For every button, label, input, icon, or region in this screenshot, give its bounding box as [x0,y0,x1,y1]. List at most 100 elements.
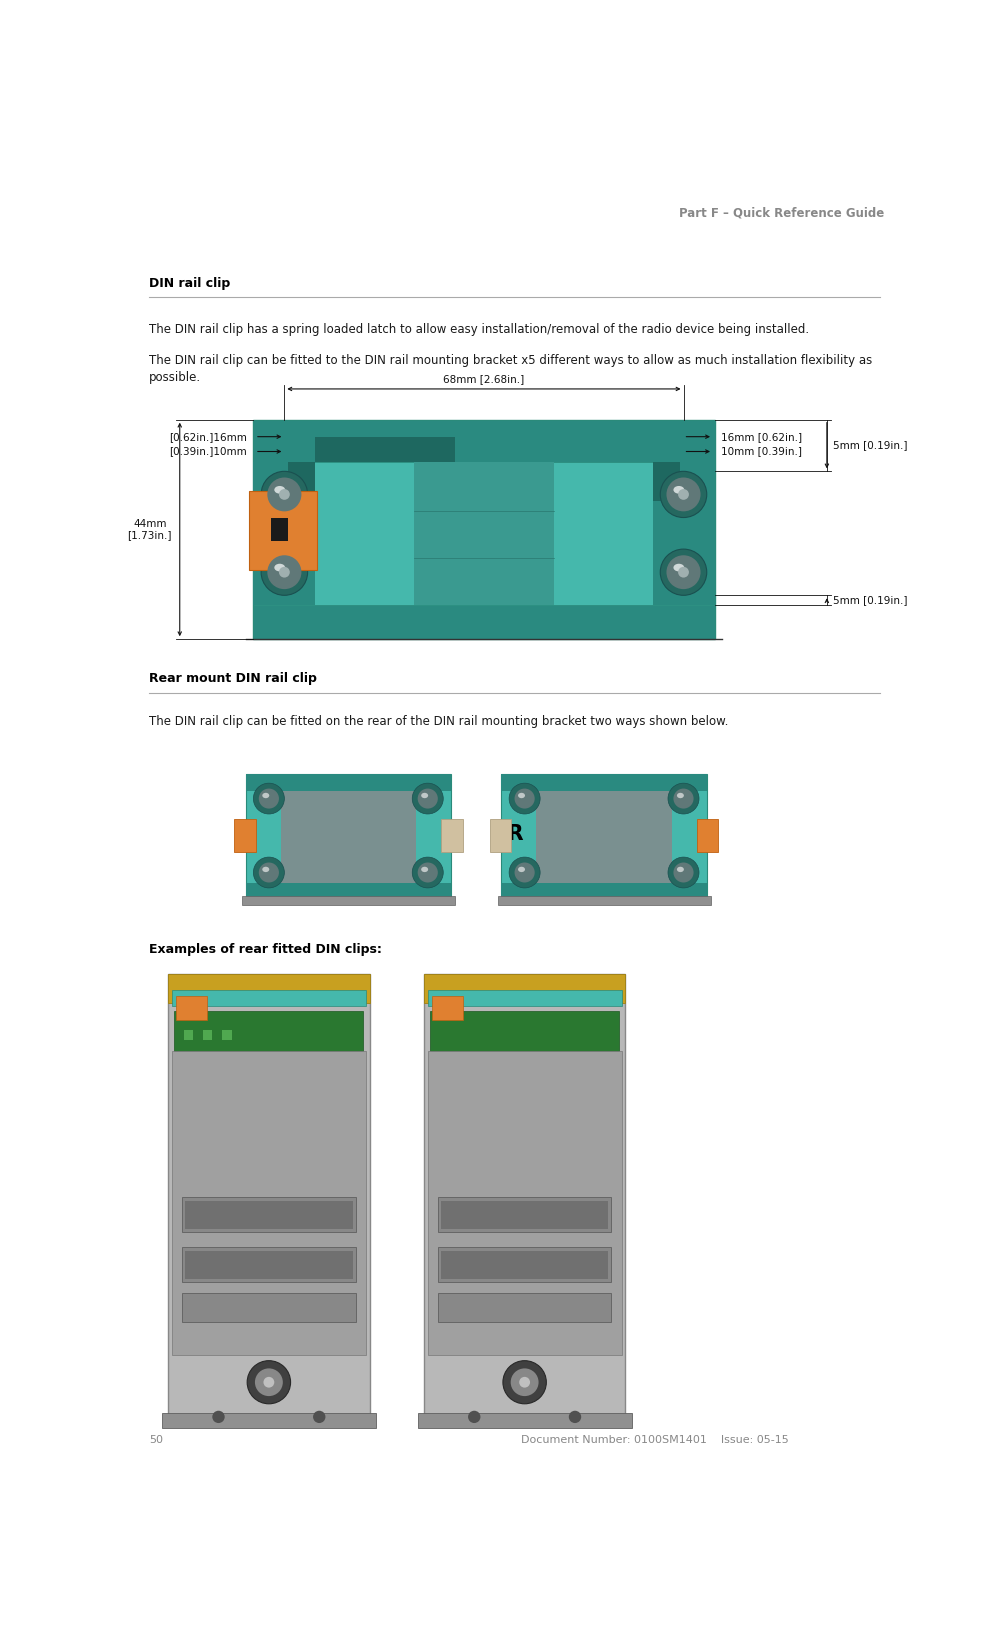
Ellipse shape [518,792,525,799]
Bar [182,1197,355,1233]
Bar [652,462,714,604]
Bar [184,1030,193,1039]
Bar [161,1413,375,1429]
Circle shape [253,782,284,814]
Circle shape [261,471,307,517]
Ellipse shape [262,792,269,799]
Circle shape [511,1369,538,1396]
Bar [185,1200,352,1229]
Text: Examples of rear fitted DIN clips:: Examples of rear fitted DIN clips: [148,943,381,956]
Circle shape [514,863,535,882]
Text: 5mm [0.19in.]: 5mm [0.19in.] [832,594,907,606]
Bar [176,995,207,1020]
Circle shape [255,1369,283,1396]
Bar [172,989,365,1007]
Ellipse shape [676,866,683,873]
Circle shape [261,548,307,596]
Text: [0.39in.]10mm: [0.39in.]10mm [170,447,247,457]
Circle shape [417,789,437,809]
Circle shape [509,858,540,887]
Circle shape [660,471,706,517]
Circle shape [677,566,688,578]
Ellipse shape [262,866,269,873]
Bar [440,1200,608,1229]
Circle shape [417,863,437,882]
Bar [234,818,256,853]
Bar [427,989,621,1007]
Bar [172,1051,365,1355]
Bar [315,437,454,462]
Bar [288,462,315,501]
Circle shape [247,1360,290,1405]
Text: [0.62in.]16mm: [0.62in.]16mm [170,432,247,442]
Text: The DIN rail clip can be fitted to the DIN rail mounting bracket x5 different wa: The DIN rail clip can be fitted to the D… [148,354,872,367]
Bar [242,895,454,905]
Bar [203,1030,212,1039]
Circle shape [267,555,301,589]
Ellipse shape [518,866,525,873]
Circle shape [259,863,279,882]
Circle shape [660,548,706,596]
Bar [437,1247,611,1282]
Bar [437,1197,611,1233]
Text: 10mm [0.39in.]: 10mm [0.39in.] [720,447,801,457]
Text: The DIN rail clip has a spring loaded latch to allow easy installation/removal o: The DIN rail clip has a spring loaded la… [148,324,808,337]
Circle shape [667,782,698,814]
Circle shape [503,1360,546,1405]
Ellipse shape [673,563,684,571]
Circle shape [666,478,700,511]
Circle shape [279,566,290,578]
Bar [417,1413,631,1429]
Ellipse shape [673,486,684,494]
Bar [497,895,710,905]
Text: The DIN rail clip can be fitted on the rear of the DIN rail mounting bracket two: The DIN rail clip can be fitted on the r… [148,715,727,728]
Bar [500,774,706,897]
Ellipse shape [420,866,427,873]
Circle shape [412,782,442,814]
Circle shape [263,1377,274,1388]
Bar [246,774,450,897]
Bar [423,974,625,1421]
Bar [168,974,369,1003]
Circle shape [514,789,535,809]
Text: Part F – Quick Reference Guide: Part F – Quick Reference Guide [678,206,884,219]
Bar [429,1012,619,1051]
Bar [440,1251,608,1278]
Bar [185,1251,352,1278]
Circle shape [666,555,700,589]
Circle shape [519,1377,530,1388]
Text: possible.: possible. [148,372,201,385]
Circle shape [412,858,442,887]
Ellipse shape [274,563,285,571]
Bar [246,774,450,791]
Bar [427,1051,621,1355]
Bar [536,791,671,884]
Bar [175,1012,363,1051]
Circle shape [673,789,693,809]
Circle shape [279,489,290,499]
Bar [182,1293,355,1323]
Bar [696,818,718,853]
Bar [500,774,706,791]
Bar [489,818,511,853]
Bar [431,995,462,1020]
Bar [271,517,288,540]
Bar [500,884,706,897]
Circle shape [509,782,540,814]
Text: 5mm [0.19in.]: 5mm [0.19in.] [832,440,907,450]
Circle shape [253,858,284,887]
Bar [253,462,315,604]
Circle shape [267,478,301,511]
Bar [253,419,714,462]
Bar [246,884,450,897]
Circle shape [212,1411,225,1423]
Text: Document Number: 0100SM1401    Issue: 05-15: Document Number: 0100SM1401 Issue: 05-15 [521,1436,787,1445]
Text: OR: OR [489,823,524,845]
Ellipse shape [420,792,427,799]
Text: DIN rail clip: DIN rail clip [148,277,230,290]
Bar [437,1293,611,1323]
Text: 16mm [0.62in.]: 16mm [0.62in.] [720,432,801,442]
Bar [423,974,625,1003]
Text: 50: 50 [148,1436,162,1445]
Bar [253,419,714,638]
